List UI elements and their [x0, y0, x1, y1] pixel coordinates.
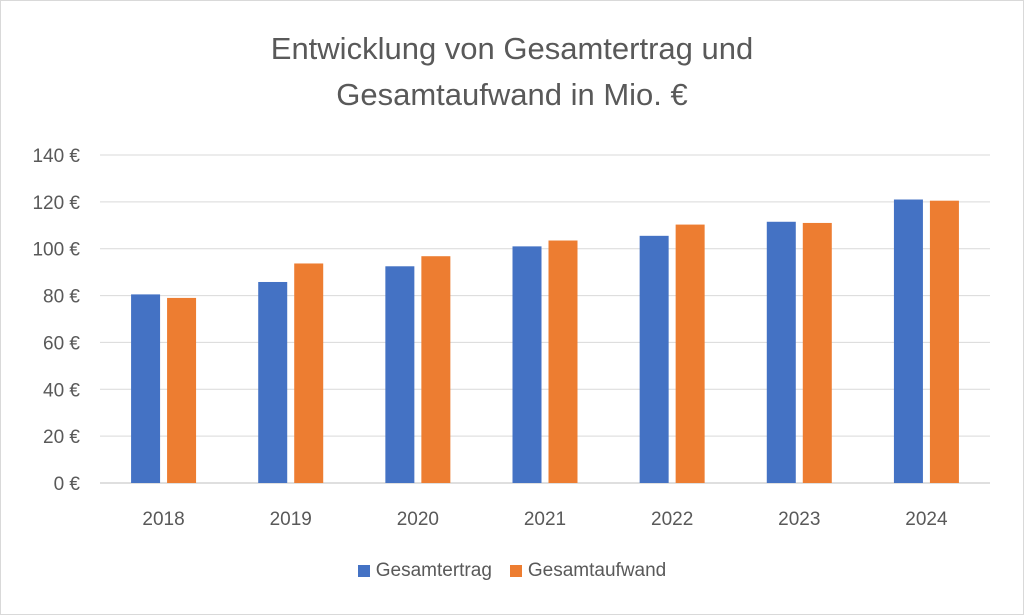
bar-gesamtertrag: [893, 199, 923, 483]
x-tick-label: 2023: [778, 509, 820, 530]
y-tick-label: 120 €: [32, 193, 80, 214]
x-tick-label: 2024: [905, 509, 948, 530]
bar-gesamtertrag: [131, 294, 161, 483]
y-tick-label: 20 €: [43, 427, 80, 448]
legend-item-gesamtaufwand: Gesamtaufwand: [509, 560, 667, 582]
chart-title: Entwicklung von Gesamtertrag und Gesamta…: [0, 26, 1024, 118]
legend: Gesamtertrag Gesamtaufwand: [0, 560, 1024, 582]
bar-gesamtertrag: [385, 266, 415, 483]
y-tick-label: 80 €: [43, 287, 80, 308]
bar-gesamtaufwand: [421, 256, 451, 483]
chart-title-line-1: Entwicklung von Gesamtertrag und: [270, 31, 754, 66]
y-tick-label: 140 €: [32, 146, 80, 167]
y-tick-label: 100 €: [32, 240, 80, 261]
legend-swatch-gesamtaufwand: [509, 565, 522, 577]
bar-gesamtaufwand: [929, 200, 959, 483]
bar-gesamtaufwand: [675, 224, 705, 483]
x-tick-label: 2020: [397, 509, 439, 530]
legend-swatch-gesamtertrag: [357, 565, 370, 577]
bar-gesamtertrag: [766, 221, 796, 483]
bar-gesamtaufwand: [548, 240, 578, 483]
gridlines: [100, 154, 990, 484]
x-tick-label: 2021: [524, 509, 566, 530]
bar-gesamtertrag: [512, 246, 542, 483]
legend-label-gesamtertrag: Gesamtertrag: [375, 560, 492, 581]
x-tick-label: 2022: [651, 509, 693, 530]
bars: [131, 199, 959, 483]
x-tick-label: 2018: [142, 509, 184, 530]
chart-title-line-2: Gesamtaufwand in Mio. €: [336, 77, 688, 112]
y-tick-label: 0 €: [54, 474, 81, 495]
bar-gesamtaufwand: [802, 222, 832, 483]
y-tick-label: 60 €: [43, 333, 80, 354]
x-tick-label: 2019: [270, 509, 312, 530]
bar-gesamtaufwand: [167, 297, 197, 483]
y-axis-ticks: 0 € 20 € 40 € 60 € 80 € 100 € 120 € 140 €: [32, 146, 80, 495]
y-tick-label: 40 €: [43, 380, 80, 401]
bar-gesamtaufwand: [294, 263, 324, 483]
legend-label-gesamtaufwand: Gesamtaufwand: [527, 560, 667, 581]
bar-gesamtertrag: [258, 281, 288, 483]
bar-gesamtertrag: [639, 235, 669, 483]
legend-item-gesamtertrag: Gesamtertrag: [357, 560, 492, 582]
x-axis-ticks: 2018 2019 2020 2021 2022 2023 2024: [142, 509, 948, 530]
